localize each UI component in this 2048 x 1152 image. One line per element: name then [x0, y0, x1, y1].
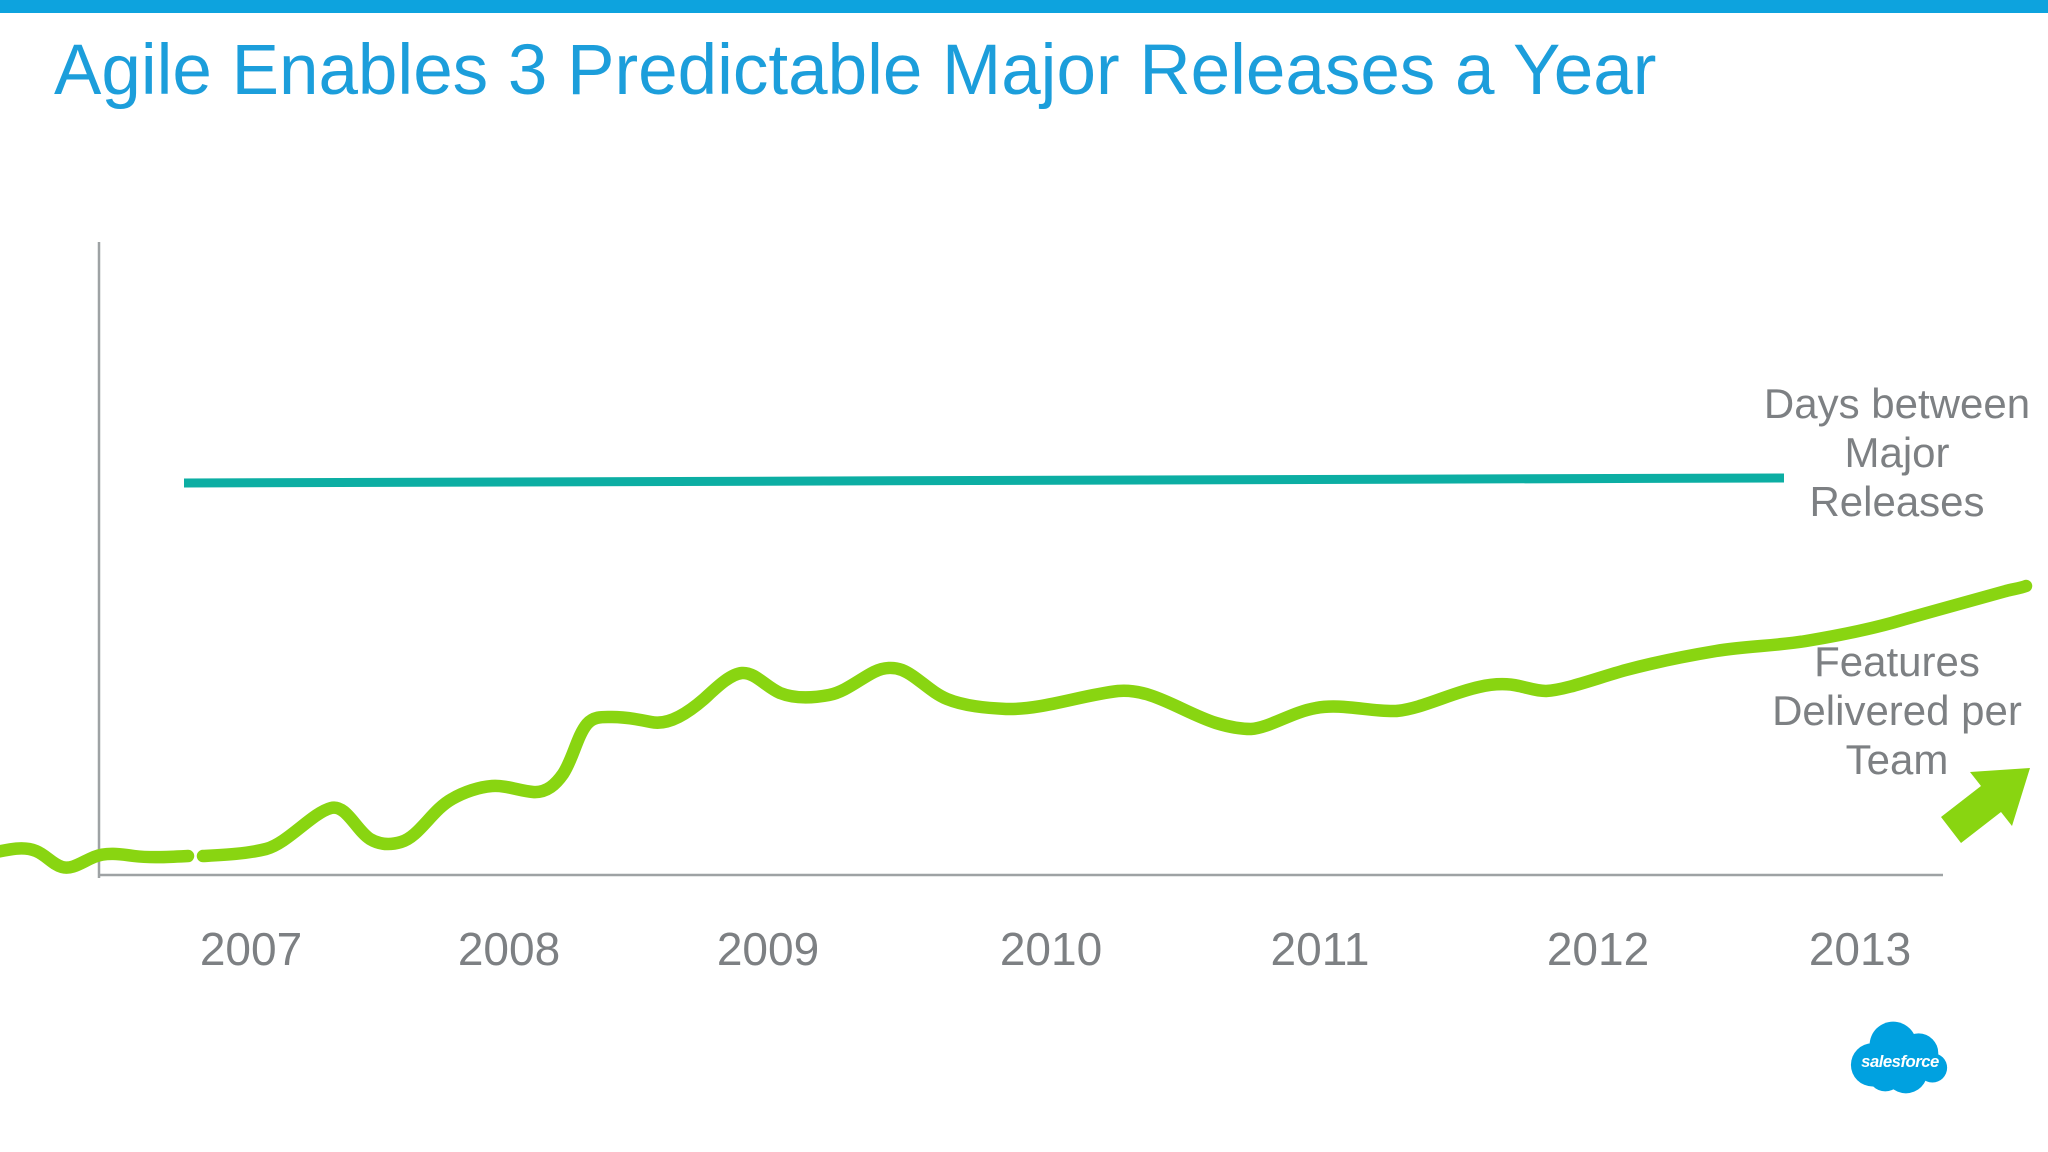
slide-title: Agile Enables 3 Predictable Major Releas… [54, 31, 1657, 110]
features-per-team-label: Features Delivered per Team [1732, 637, 2048, 784]
x-tick-2011: 2011 [1270, 923, 1370, 975]
features-label-line-2: Delivered per [1772, 687, 2022, 734]
features-per-team-line [196, 579, 2033, 863]
top-accent-bar [0, 0, 2048, 13]
x-tick-2009: 2009 [716, 923, 820, 975]
days-between-releases-label: Days between Major Releases [1732, 379, 2048, 526]
upward-trend-arrow-icon [1941, 768, 2030, 843]
features-per-team-line-left-segment [0, 842, 195, 874]
x-tick-2012: 2012 [1546, 923, 1650, 975]
salesforce-logo: salesforce [1850, 1021, 1948, 1094]
x-tick-2007: 2007 [199, 923, 303, 975]
days-label-line-3: Releases [1809, 478, 1985, 525]
x-tick-2008: 2008 [457, 923, 561, 975]
salesforce-cloud-icon [1850, 1021, 1948, 1094]
salesforce-logo-text: salesforce [1861, 1052, 1939, 1071]
days-label-line-2: Major [1844, 429, 1950, 476]
days-between-releases-line [183, 473, 1785, 488]
x-tick-2010: 2010 [999, 923, 1103, 975]
features-label-line-1: Features [1814, 638, 1980, 685]
days-label-line-1: Days between [1763, 380, 2031, 427]
features-label-line-3: Team [1845, 736, 1949, 783]
x-tick-2013: 2013 [1808, 923, 1912, 975]
